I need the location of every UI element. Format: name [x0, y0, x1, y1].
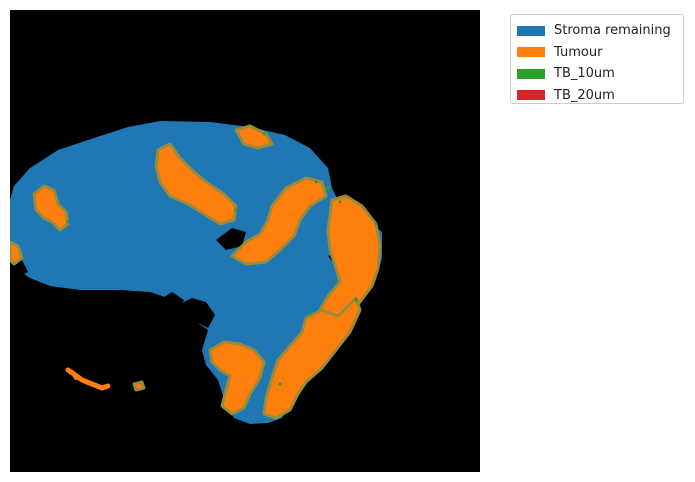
- legend-label-tb-10um: TB_10um: [554, 66, 615, 82]
- legend-swatch-tumour: [517, 47, 545, 58]
- legend-label-stroma: Stroma remaining: [554, 23, 671, 39]
- segmentation-map: [10, 10, 480, 472]
- legend-label-tb-20um: TB_20um: [554, 87, 615, 103]
- legend-item-tb-20um: TB_20um: [517, 85, 677, 107]
- legend-swatch-tb-10um: [517, 68, 545, 79]
- legend-label-tumour: Tumour: [554, 44, 603, 60]
- tumour-regions: [10, 124, 382, 420]
- legend: Stroma remaining Tumour TB_10um TB_20um: [510, 14, 684, 104]
- legend-item-tb-10um: TB_10um: [517, 63, 677, 85]
- tb-10um-markers: [66, 132, 378, 386]
- legend-swatch-tb-20um: [517, 90, 545, 101]
- legend-item-stroma: Stroma remaining: [517, 20, 677, 42]
- legend-item-tumour: Tumour: [517, 42, 677, 64]
- legend-swatch-stroma: [517, 25, 545, 36]
- tumour-fragment: [70, 370, 78, 380]
